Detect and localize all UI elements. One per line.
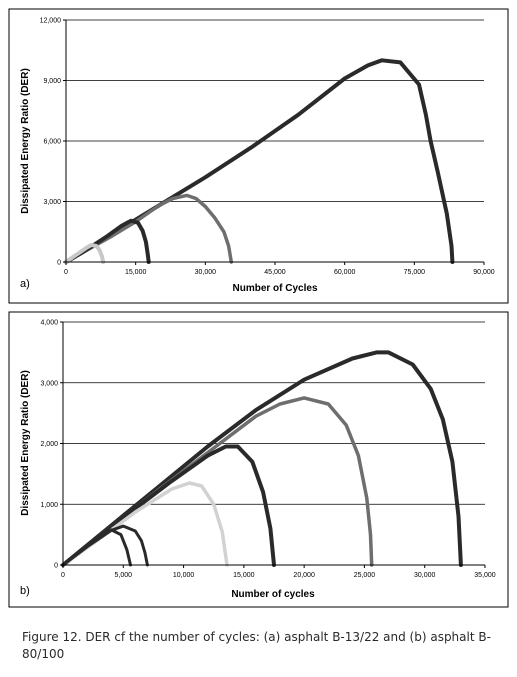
- x-tick-label: 0: [64, 269, 68, 276]
- panel-b-gridlines: [63, 321, 485, 505]
- panel-b-x-axis-title: Number of cycles: [231, 589, 315, 600]
- x-tick-label: 45,000: [264, 269, 286, 276]
- series-line-1: [61, 350, 463, 567]
- series-line-3: [64, 218, 151, 264]
- panel-b-frame: [8, 311, 509, 608]
- x-tick-label: 15,000: [233, 572, 255, 579]
- series-line-3: [61, 444, 276, 567]
- panel-a-y-tick-labels: 0 3,000 6,000 9,000 12,000: [40, 18, 62, 267]
- x-tick-label: 30,000: [195, 269, 217, 276]
- series-line-4: [64, 242, 106, 264]
- x-tick-label: 35,000: [474, 572, 496, 579]
- x-tick-label: 30,000: [414, 572, 436, 579]
- panel-a: 0 3,000 6,000 9,000 12,000 0 15,000 30,000 45,0…: [8, 8, 509, 304]
- y-tick-label: 9,000: [43, 78, 61, 85]
- x-tick-label: 90,000: [473, 269, 495, 276]
- x-tick-label: 5,000: [115, 572, 133, 579]
- x-tick-label: 20,000: [293, 572, 315, 579]
- y-tick-label: 3,000: [43, 199, 61, 206]
- y-tick-label: 0: [57, 260, 61, 267]
- panel-b-label: b): [20, 585, 30, 597]
- series-line-2: [64, 193, 234, 264]
- panel-b-axes: [60, 321, 486, 568]
- x-tick-label: 75,000: [404, 269, 426, 276]
- panel-a-label: a): [20, 278, 30, 290]
- y-tick-label: 6,000: [43, 139, 61, 146]
- figure-caption: Figure 12. DER cf the number of cycles: …: [22, 630, 491, 661]
- series-line-5: [61, 524, 149, 567]
- x-tick-label: 15,000: [125, 269, 147, 276]
- panel-b-series: [61, 350, 463, 567]
- panel-a-axes: [63, 19, 485, 265]
- x-tick-label: 0: [61, 572, 65, 579]
- series-line-2: [61, 396, 374, 567]
- panel-a-y-axis-title: Dissipated Energy Ratio (DER): [20, 68, 31, 214]
- panel-b: 0 1,000 2,000 3,000 4,000 0 5,000 10,000 15,000…: [8, 311, 509, 608]
- x-tick-label: 25,000: [354, 572, 376, 579]
- panel-a-series: [64, 58, 455, 264]
- panel-b-y-axis-title: Dissipated Energy Ratio (DER): [20, 370, 31, 516]
- y-tick-label: 4,000: [40, 320, 58, 327]
- panel-a-x-axis-title: Number of Cycles: [232, 283, 317, 294]
- panel-a-x-tick-labels: 0 15,000 30,000 45,000 60,000 75,000 90,000: [64, 269, 495, 276]
- panel-a-gridlines: [66, 19, 484, 202]
- panel-b-y-tick-labels: 0 1,000 2,000 3,000 4,000: [40, 320, 58, 570]
- y-tick-label: 0: [54, 563, 58, 570]
- y-tick-label: 1,000: [40, 502, 58, 509]
- series-line-1: [64, 58, 455, 264]
- y-tick-label: 2,000: [40, 441, 58, 448]
- y-tick-label: 3,000: [40, 380, 58, 387]
- panel-b-x-tick-labels: 0 5,000 10,000 15,000 20,000 25,000 30,000 35,0…: [61, 572, 496, 579]
- x-tick-label: 10,000: [173, 572, 195, 579]
- x-tick-label: 60,000: [334, 269, 356, 276]
- panel-a-frame: [8, 8, 509, 304]
- y-tick-label: 12,000: [40, 18, 62, 25]
- series-line-6: [61, 528, 132, 567]
